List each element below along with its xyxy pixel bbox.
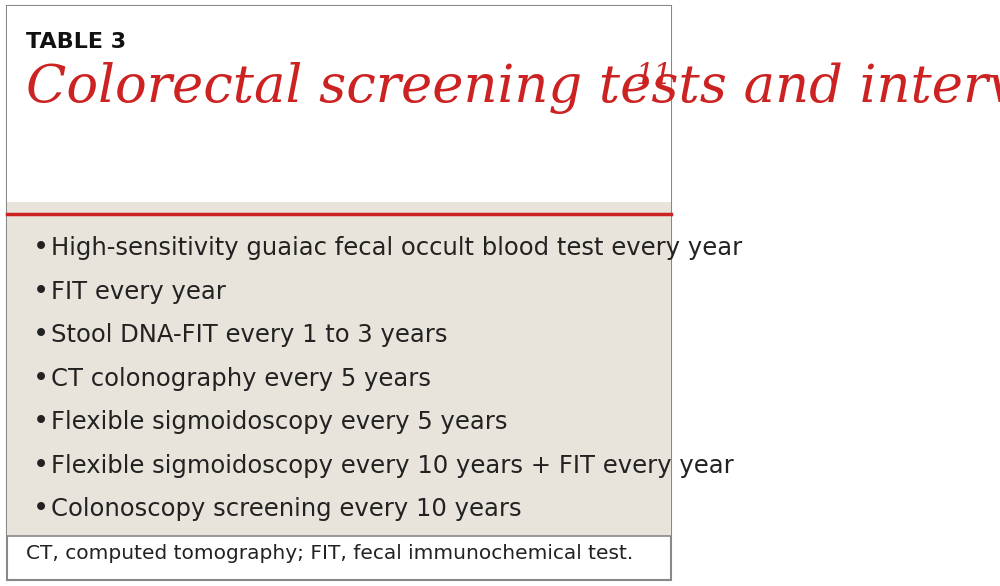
Text: Flexible sigmoidoscopy every 5 years: Flexible sigmoidoscopy every 5 years [51,410,507,434]
Text: 11: 11 [636,62,673,90]
FancyBboxPatch shape [7,6,671,580]
Text: •: • [33,410,49,435]
Text: Flexible sigmoidoscopy every 10 years + FIT every year: Flexible sigmoidoscopy every 10 years + … [51,454,734,478]
FancyBboxPatch shape [7,6,671,202]
Text: •: • [33,496,49,523]
Text: Colorectal screening tests and intervals: Colorectal screening tests and intervals [26,62,1000,114]
FancyBboxPatch shape [7,202,671,536]
Text: CT, computed tomography; FIT, fecal immunochemical test.: CT, computed tomography; FIT, fecal immu… [26,544,633,563]
Text: •: • [33,366,49,392]
Text: High-sensitivity guaiac fecal occult blood test every year: High-sensitivity guaiac fecal occult blo… [51,236,742,260]
Text: FIT every year: FIT every year [51,280,226,304]
Text: •: • [33,279,49,305]
Text: •: • [33,322,49,348]
Text: •: • [33,235,49,261]
Text: •: • [33,453,49,479]
Text: Stool DNA-FIT every 1 to 3 years: Stool DNA-FIT every 1 to 3 years [51,323,447,347]
Text: CT colonography every 5 years: CT colonography every 5 years [51,367,431,391]
Text: Colonoscopy screening every 10 years: Colonoscopy screening every 10 years [51,498,521,522]
Text: TABLE 3: TABLE 3 [26,32,126,52]
